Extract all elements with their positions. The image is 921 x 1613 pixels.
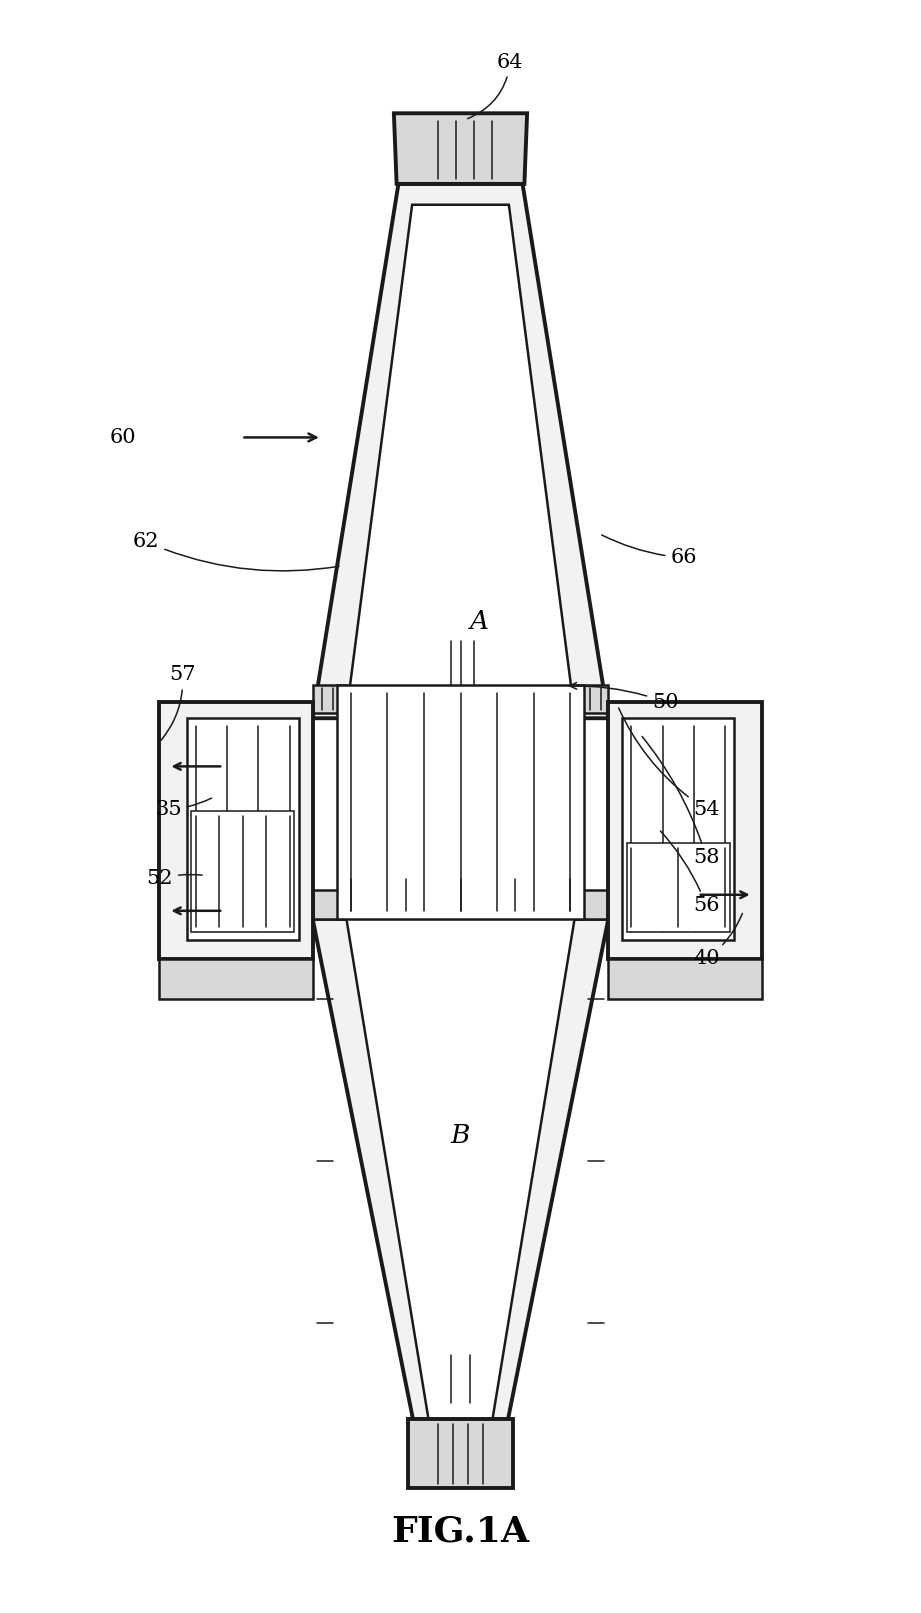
Polygon shape <box>159 960 312 998</box>
Polygon shape <box>409 1419 512 1489</box>
Text: 40: 40 <box>694 913 742 968</box>
Polygon shape <box>394 113 527 184</box>
Text: 66: 66 <box>601 536 697 568</box>
Polygon shape <box>609 702 762 960</box>
Polygon shape <box>337 684 584 919</box>
Polygon shape <box>312 184 609 718</box>
Polygon shape <box>346 919 575 1419</box>
Polygon shape <box>312 890 346 919</box>
Text: 52: 52 <box>146 869 203 889</box>
Text: 35: 35 <box>156 798 212 819</box>
Polygon shape <box>159 702 312 960</box>
Text: 64: 64 <box>468 53 523 119</box>
Text: 57: 57 <box>161 666 196 740</box>
Polygon shape <box>609 960 762 998</box>
Text: FIG.1A: FIG.1A <box>391 1515 530 1548</box>
Polygon shape <box>626 844 729 932</box>
Polygon shape <box>622 718 734 940</box>
Polygon shape <box>575 684 609 713</box>
Polygon shape <box>187 718 299 940</box>
Polygon shape <box>575 890 609 919</box>
Text: 54: 54 <box>619 708 719 819</box>
Polygon shape <box>346 205 575 713</box>
Text: 62: 62 <box>133 532 339 571</box>
Text: 58: 58 <box>642 737 719 868</box>
Text: A: A <box>470 610 488 634</box>
Polygon shape <box>192 811 295 932</box>
Text: 50: 50 <box>570 682 679 711</box>
Text: B: B <box>450 1123 471 1148</box>
Text: 56: 56 <box>660 831 719 916</box>
Polygon shape <box>312 684 346 713</box>
Text: 60: 60 <box>110 427 136 447</box>
Polygon shape <box>312 919 609 1419</box>
